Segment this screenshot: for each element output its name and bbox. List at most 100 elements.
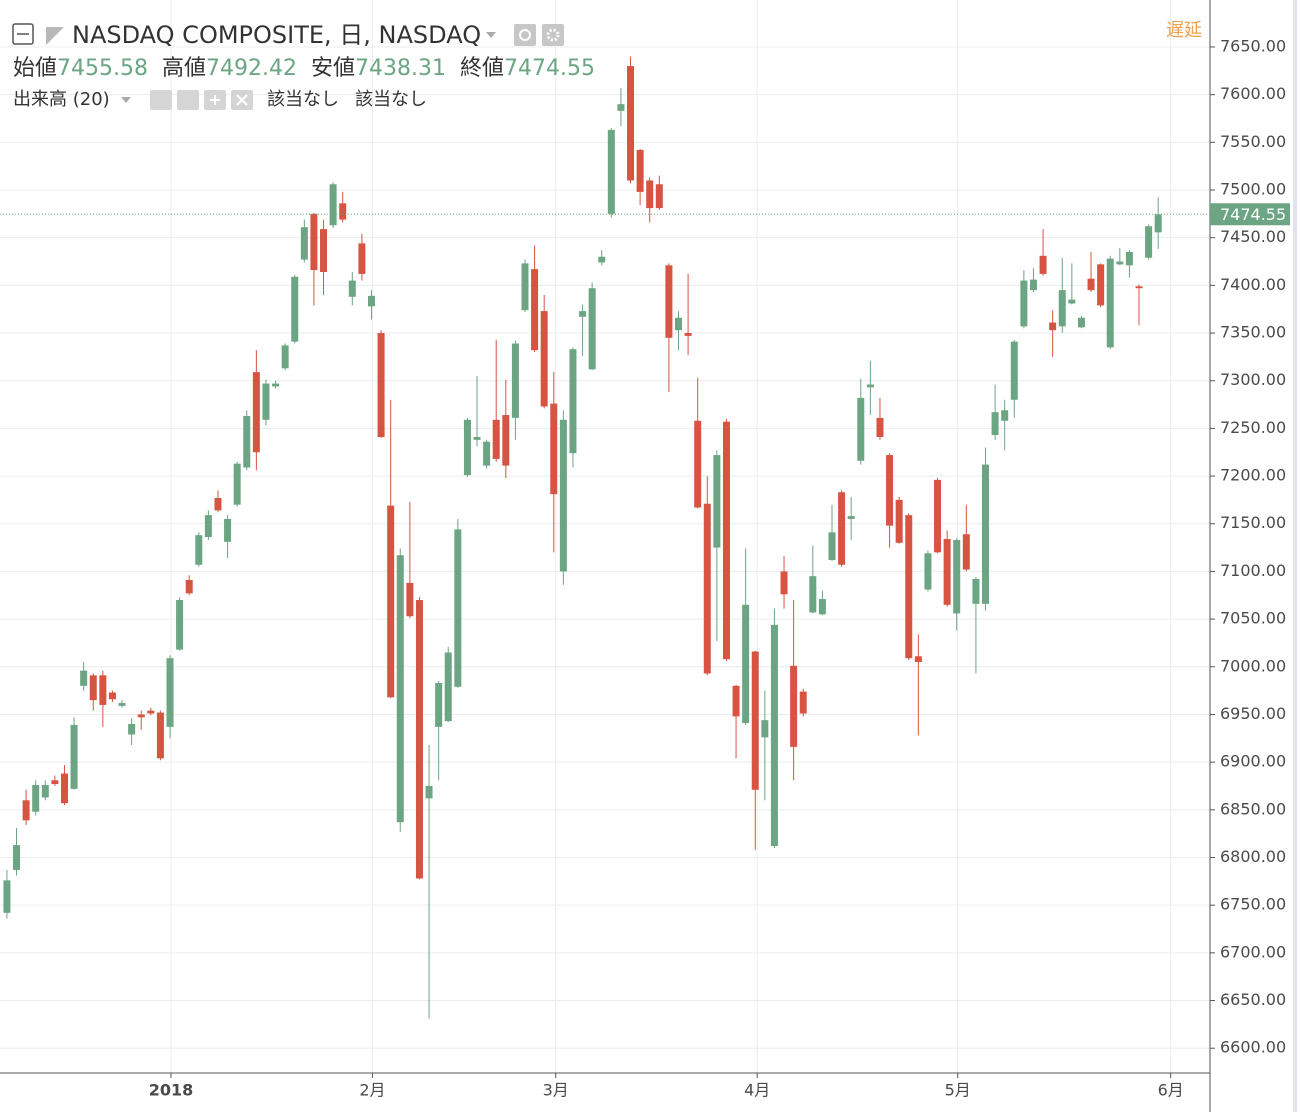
candle-body [857,397,865,461]
candle-body [396,555,404,823]
indicator-value: 該当なし [267,89,339,110]
candle-body [799,691,807,714]
y-tick-label: 7200.00 [1220,466,1286,485]
candle-body [521,263,529,311]
candle-body [415,600,423,879]
ohlc-label: 終値 [460,56,504,81]
candle-body [991,412,999,436]
y-tick-label: 6650.00 [1220,990,1286,1009]
candle-body [982,464,990,604]
candle-body [972,579,980,604]
candle-body [838,492,846,565]
candle-body [943,539,951,605]
y-tick-label: 7250.00 [1220,418,1286,437]
candle-body [962,534,970,570]
candle-body [761,720,769,738]
candle-body [128,723,136,735]
candle-body [828,532,836,560]
candle-body [425,785,433,799]
candle-body [99,675,107,705]
candle-body [89,675,97,701]
candle-body [204,515,212,538]
indicator-icons [210,94,248,106]
candle-body [905,515,913,659]
candle-body [1135,286,1143,289]
candle-body [3,880,11,913]
candle-body [32,785,40,812]
indicator-visibility[interactable] [150,90,172,110]
ohlc-label: 始値 [13,56,57,81]
indicator-name: 出来高 (20) [13,89,110,110]
grid [0,0,1210,1073]
last-price-label: 7474.55 [1220,205,1286,224]
y-tick-label: 7150.00 [1220,513,1286,532]
candle-body [953,539,961,614]
x-tick-label: 5月 [945,1081,971,1100]
candle-body [732,685,740,717]
settings-button[interactable] [542,24,564,46]
x-tick-label: 2月 [359,1081,385,1100]
dropdown[interactable] [121,97,131,103]
candle-body [339,203,347,220]
candle-body [627,66,635,181]
y-tick-label: 7650.00 [1220,36,1286,55]
candle-body [435,682,443,727]
candle-body [579,311,587,317]
candle-body [377,333,385,437]
candle-body [751,651,759,790]
ohlc-label: 安値 [311,56,355,81]
candle-body [646,180,654,209]
candle-body [118,703,126,706]
ohlc-legend: 始値7455.58 高値7492.42 安値7438.31 終値7474.55 [13,56,595,81]
candle-body [147,710,155,714]
candle-body [588,288,596,370]
dropdown[interactable] [486,32,496,38]
x-tick-label: 3月 [543,1081,569,1100]
candle-body [809,576,817,613]
y-tick-label: 6600.00 [1220,1038,1286,1057]
candle-body [243,415,251,468]
candle-body [722,421,730,660]
delay-status: 遅延 [1166,20,1202,41]
candle-body [348,280,356,297]
candle-body [1020,280,1028,327]
candle-body [473,436,481,440]
candle-body [665,265,673,338]
symbol-flag [46,27,64,45]
candle-body [636,149,644,192]
candle-body [847,516,855,519]
visibility-button[interactable] [514,24,536,46]
candle-body [1049,322,1057,331]
candle-body [310,213,318,271]
candle-body [483,441,491,466]
candle-body [694,420,702,508]
chart-title: NASDAQ COMPOSITE, 日, NASDAQ [72,21,481,49]
candle-body [70,724,78,789]
candle-body [780,571,788,595]
candle-body [770,624,778,847]
candle-body [454,529,462,687]
candle-body [598,256,606,263]
candle-body [262,383,270,420]
candle-body [895,499,903,543]
candle-body [674,317,682,331]
candle-body [367,295,375,307]
y-tick-label: 7050.00 [1220,609,1286,628]
candle-body [224,518,232,542]
candle-body [22,800,30,821]
y-tick-label: 7400.00 [1220,275,1286,294]
x-tick-label: 2018 [149,1081,194,1100]
ohlc-value: 7474.55 [504,56,595,81]
candle-body [214,497,222,511]
y-tick-label: 7300.00 [1220,370,1286,389]
indicator-settings[interactable] [177,90,199,110]
candle-body [607,129,615,214]
candle-body [1116,261,1124,265]
candle-body [358,243,366,274]
candle-body [1125,251,1133,266]
candle-body [51,780,59,785]
candle-body [108,692,116,700]
candle-body [818,599,826,615]
